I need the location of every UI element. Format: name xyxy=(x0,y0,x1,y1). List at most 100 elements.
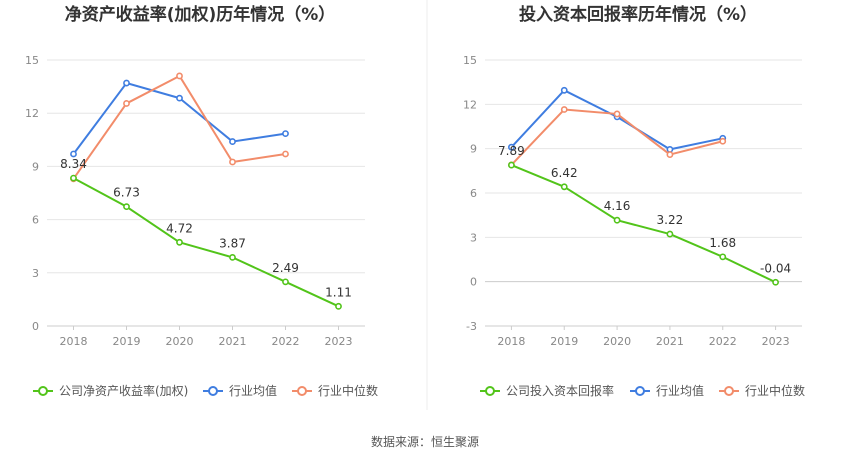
roic-y-tick-label: 3 xyxy=(470,231,477,244)
roic-data-labels: 7.89 6.42 4.16 3.22 1.68 -0.04 xyxy=(498,144,791,275)
roe-data-label: 1.11 xyxy=(325,285,352,299)
roic-legend-item[interactable]: 行业均值 xyxy=(630,383,704,398)
roic-legend-item[interactable]: 行业中位数 xyxy=(719,383,805,398)
roic-series-line-0 xyxy=(511,164,777,284)
roe-y-axis: 0 3 6 9 12 15 xyxy=(25,54,39,333)
roic-data-point[interactable] xyxy=(508,143,515,151)
roe-x-tick-label: 2019 xyxy=(113,335,141,348)
roe-data-label: 4.72 xyxy=(166,221,193,235)
roe-data-point[interactable] xyxy=(123,100,130,107)
roe-x-tick-label: 2020 xyxy=(166,335,194,348)
roic-x-tick-label: 2021 xyxy=(656,335,684,348)
roe-data-point[interactable] xyxy=(70,174,77,182)
roic-legend-marker xyxy=(485,386,495,396)
roic-x-axis: 2018 2019 2020 2021 2022 2023 xyxy=(485,325,802,348)
roe-data-point[interactable] xyxy=(229,138,236,145)
roe-y-tick-label: 0 xyxy=(32,320,39,333)
roe-series-line-1 xyxy=(72,82,286,155)
roic-data-label: 6.42 xyxy=(551,166,578,180)
roic-x-tick-label: 2022 xyxy=(709,335,737,348)
roic-data-label: 7.89 xyxy=(498,144,525,158)
roic-legend-item[interactable]: 公司投入资本回报率 xyxy=(480,383,614,398)
roe-x-tick-label: 2018 xyxy=(60,335,88,348)
roe-legend-marker xyxy=(38,386,48,396)
roe-y-tick-label: 9 xyxy=(32,160,39,173)
roic-legend-marker xyxy=(635,386,645,396)
roic-legend-label: 行业均值 xyxy=(656,383,704,398)
roic-data-point[interactable] xyxy=(560,86,568,94)
roe-data-point[interactable] xyxy=(123,203,130,211)
roe-data-point[interactable] xyxy=(123,79,130,87)
roic-data-point[interactable] xyxy=(560,106,568,113)
roe-series-line-2 xyxy=(72,74,286,180)
roe-data-point[interactable] xyxy=(176,72,183,80)
roe-data-label: 2.49 xyxy=(272,261,299,275)
roic-data-point[interactable] xyxy=(719,137,727,145)
roe-y-tick-label: 12 xyxy=(25,107,39,120)
roic-y-tick-label: -3 xyxy=(466,320,477,333)
roe-legend[interactable]: 公司净资产收益率(加权) 行业均值 行业中位数 xyxy=(33,383,378,398)
roe-grid xyxy=(47,59,365,327)
roic-data-point[interactable] xyxy=(613,110,621,118)
roe-x-axis: 2018 2019 2020 2021 2022 2023 xyxy=(47,325,365,348)
roic-data-point[interactable] xyxy=(772,278,779,286)
roic-data-point[interactable] xyxy=(560,183,568,191)
roic-x-tick-label: 2019 xyxy=(550,335,578,348)
roic-y-tick-label: 12 xyxy=(463,98,477,111)
roic-data-point[interactable] xyxy=(666,151,674,158)
roe-data-point[interactable] xyxy=(229,253,236,261)
roic-data-label: -0.04 xyxy=(760,261,791,275)
roe-legend-item[interactable]: 行业均值 xyxy=(203,383,277,398)
roe-series-line-0 xyxy=(73,177,339,308)
roic-data-point[interactable] xyxy=(613,216,621,224)
roic-x-tick-label: 2018 xyxy=(497,335,525,348)
roic-x-tick-label: 2020 xyxy=(603,335,631,348)
roic-legend-label: 公司投入资本回报率 xyxy=(506,383,614,398)
roe-data-label: 3.87 xyxy=(219,236,246,250)
roic-data-label: 3.22 xyxy=(657,213,684,227)
roic-data-label: 1.68 xyxy=(709,236,736,250)
roe-data-label: 6.73 xyxy=(113,186,140,200)
roic-legend[interactable]: 公司投入资本回报率 行业均值 行业中位数 xyxy=(480,383,805,398)
roe-chart-title: 净资产收益率(加权)历年情况（%） xyxy=(65,4,336,25)
roe-x-tick-label: 2021 xyxy=(219,335,247,348)
roic-legend-marker xyxy=(724,386,734,396)
roe-data-point[interactable] xyxy=(176,238,183,246)
roe-legend-label: 行业中位数 xyxy=(318,383,378,398)
roic-y-tick-label: 6 xyxy=(470,187,477,200)
roe-y-tick-label: 6 xyxy=(32,214,39,227)
roe-data-point[interactable] xyxy=(282,150,289,158)
roic-x-tick-label: 2023 xyxy=(762,335,790,348)
roic-chart-title: 投入资本回报率历年情况（%） xyxy=(519,4,757,25)
roe-x-tick-label: 2022 xyxy=(272,335,300,348)
roic-grid xyxy=(485,59,802,327)
roe-data-labels: 8.34 6.73 4.72 3.87 2.49 1.11 xyxy=(60,157,352,299)
roe-data-point[interactable] xyxy=(335,302,342,310)
roe-y-tick-label: 3 xyxy=(32,267,39,280)
roic-series xyxy=(508,86,779,286)
roic-y-tick-label: 0 xyxy=(470,276,477,289)
roic-y-axis: -3 0 3 6 9 12 15 xyxy=(463,54,477,333)
roe-legend-label: 公司净资产收益率(加权) xyxy=(59,383,188,398)
roic-y-tick-label: 15 xyxy=(463,54,477,67)
roe-x-tick-label: 2023 xyxy=(325,335,353,348)
data-source-note: 数据来源：恒生聚源 xyxy=(371,434,479,449)
roe-data-point[interactable] xyxy=(229,158,236,166)
roe-data-point[interactable] xyxy=(176,94,183,102)
roe-y-tick-label: 15 xyxy=(25,54,39,67)
roe-series xyxy=(70,72,342,310)
roe-legend-label: 行业均值 xyxy=(229,383,277,398)
roe-legend-marker xyxy=(208,386,218,396)
roe-legend-item[interactable]: 公司净资产收益率(加权) xyxy=(33,383,188,398)
roe-data-point[interactable] xyxy=(282,130,289,137)
roic-data-point[interactable] xyxy=(719,253,727,261)
roe-legend-item[interactable]: 行业中位数 xyxy=(292,383,378,398)
roe-data-point[interactable] xyxy=(282,278,289,286)
roic-data-point[interactable] xyxy=(666,230,674,238)
roic-data-label: 4.16 xyxy=(604,199,631,213)
roic-data-point[interactable] xyxy=(508,161,515,169)
roe-data-point[interactable] xyxy=(70,150,77,158)
